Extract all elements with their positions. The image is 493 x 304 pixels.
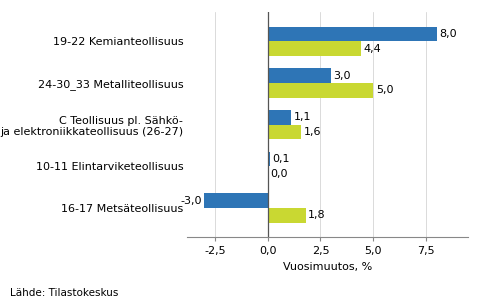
Text: 3,0: 3,0	[334, 71, 351, 81]
Bar	[268, 27, 437, 41]
Bar	[268, 83, 373, 98]
Text: -3,0: -3,0	[180, 196, 202, 206]
Bar	[268, 152, 270, 166]
Text: Lähde: Tilastokeskus: Lähde: Tilastokeskus	[10, 288, 118, 298]
Bar	[268, 208, 306, 223]
Text: 0,0: 0,0	[270, 169, 287, 178]
Text: 1,1: 1,1	[293, 112, 311, 122]
Text: 5,0: 5,0	[376, 85, 393, 95]
Bar	[268, 41, 360, 56]
Bar	[204, 193, 268, 208]
Bar	[268, 125, 301, 139]
Bar	[268, 110, 291, 125]
Text: 0,1: 0,1	[272, 154, 290, 164]
Text: 1,8: 1,8	[308, 210, 326, 220]
Text: 1,6: 1,6	[304, 127, 321, 137]
Text: 8,0: 8,0	[439, 29, 457, 39]
Bar	[268, 68, 331, 83]
Text: 4,4: 4,4	[363, 43, 381, 54]
X-axis label: Vuosimuutos, %: Vuosimuutos, %	[283, 262, 373, 272]
